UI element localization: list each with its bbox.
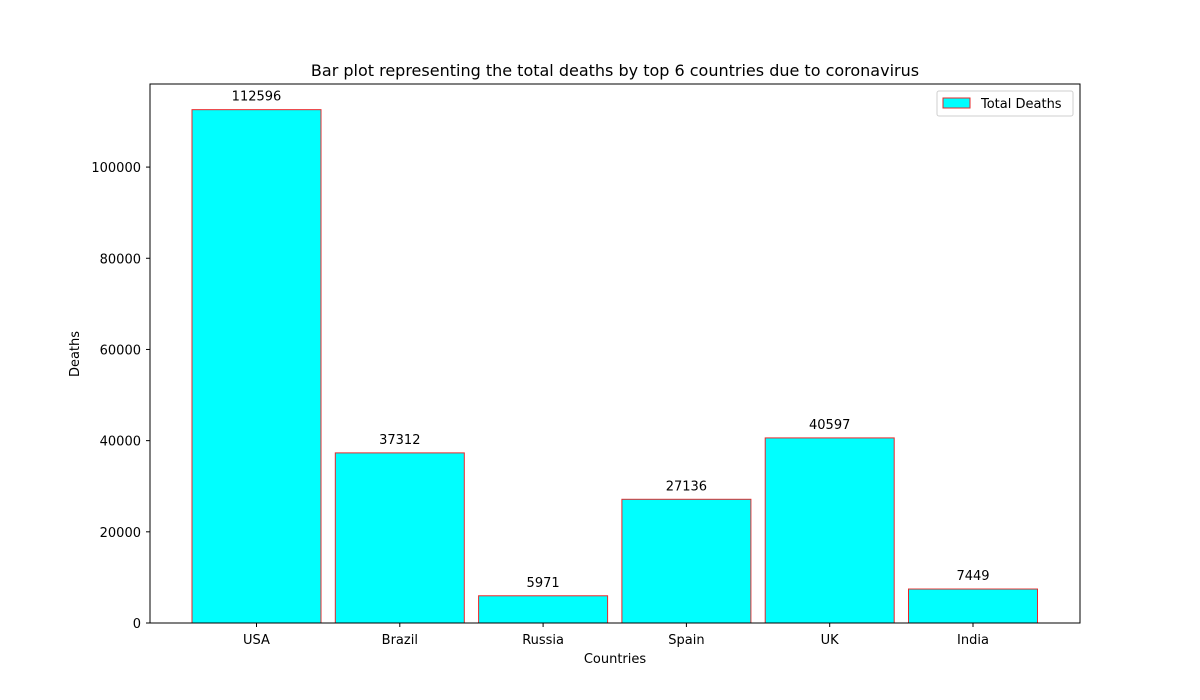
x-axis-label: Countries xyxy=(584,652,647,667)
bar-usa xyxy=(191,109,322,624)
y-tick-label-20000: 20000 xyxy=(100,526,141,541)
legend-box xyxy=(936,90,1074,117)
legend: Total Deaths xyxy=(936,90,1074,117)
data-label-brazil: 37312 xyxy=(379,433,420,448)
x-tick-label-russia: Russia xyxy=(522,633,564,648)
x-tick-label-brazil: Brazil xyxy=(382,633,418,648)
y-axis-label: Deaths xyxy=(68,331,83,377)
x-tick-label-india: India xyxy=(957,633,989,648)
plot-frame xyxy=(149,83,1081,624)
x-axis: USA Brazil Russia Spain UK India xyxy=(243,623,989,648)
chart-title: Bar plot representing the total deaths b… xyxy=(311,61,919,80)
data-label-usa: 112596 xyxy=(232,90,282,105)
x-tick-label-uk: UK xyxy=(821,633,840,648)
bar-india xyxy=(908,588,1038,624)
y-axis: 0 20000 40000 60000 80000 100000 xyxy=(91,161,150,632)
bar-russia xyxy=(478,595,609,624)
data-label-uk: 40597 xyxy=(809,418,850,433)
y-tick-label-80000: 80000 xyxy=(100,252,141,267)
plot-area: 112596 37312 5971 27136 40597 7449 xyxy=(191,90,1038,624)
legend-swatch xyxy=(942,97,971,109)
x-tick-label-usa: USA xyxy=(243,633,270,648)
bar-uk xyxy=(764,437,895,624)
legend-label: Total Deaths xyxy=(980,97,1062,112)
data-label-spain: 27136 xyxy=(666,479,707,494)
data-label-india: 7449 xyxy=(956,569,989,584)
y-tick-label-60000: 60000 xyxy=(100,343,141,358)
y-tick-label-100000: 100000 xyxy=(91,161,141,176)
y-tick-label-0: 0 xyxy=(133,617,141,632)
data-label-russia: 5971 xyxy=(527,576,560,591)
y-tick-label-40000: 40000 xyxy=(100,435,141,450)
bar-brazil xyxy=(334,452,465,624)
x-tick-label-spain: Spain xyxy=(668,633,704,648)
bar-spain xyxy=(621,498,752,624)
